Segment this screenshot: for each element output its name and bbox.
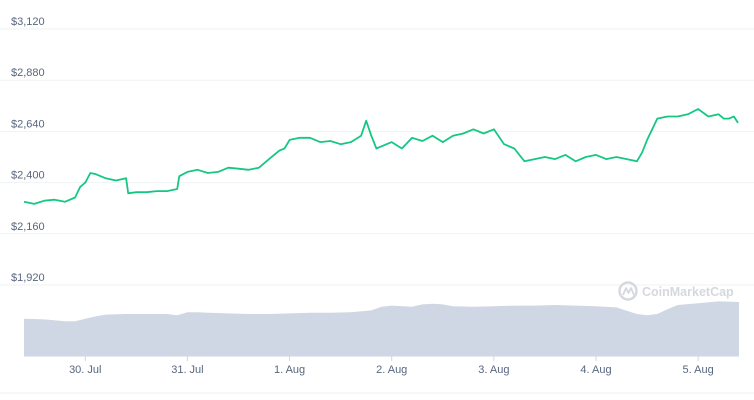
y-tick-label: $3,120	[11, 16, 45, 28]
coinmarketcap-logo-icon	[618, 281, 638, 301]
y-tick-label: $2,880	[11, 67, 45, 79]
x-axis: 30. Jul 31. Jul 1. Aug 2. Aug 3. Aug 4. Aug 5.…	[0, 355, 754, 394]
x-tick-label: 30. Jul	[69, 364, 101, 376]
volume-area-layer	[24, 301, 739, 356]
watermark-label: CoinMarketCap	[642, 285, 734, 299]
y-tick-label: $2,400	[11, 170, 45, 182]
x-tick-label: 2. Aug	[376, 364, 407, 376]
price-line	[23, 108, 739, 205]
x-tick-label: 5. Aug	[683, 364, 714, 376]
y-tick-label: $1,920	[11, 272, 45, 284]
y-axis-ticks: $3,120 $2,880 $2,640 $2,400 $2,160 $1,920	[11, 16, 45, 284]
grid-lines	[0, 28, 754, 286]
coinmarketcap-watermark: CoinMarketCap	[618, 281, 734, 301]
price-line-layer	[23, 108, 739, 205]
x-tick-label: 4. Aug	[580, 364, 611, 376]
x-tick-label: 1. Aug	[274, 364, 305, 376]
x-tick-label: 3. Aug	[478, 364, 509, 376]
y-tick-label: $2,160	[11, 221, 45, 233]
x-tick-label: 31. Jul	[171, 364, 203, 376]
volume-area	[24, 301, 739, 356]
y-tick-label: $2,640	[11, 118, 45, 130]
